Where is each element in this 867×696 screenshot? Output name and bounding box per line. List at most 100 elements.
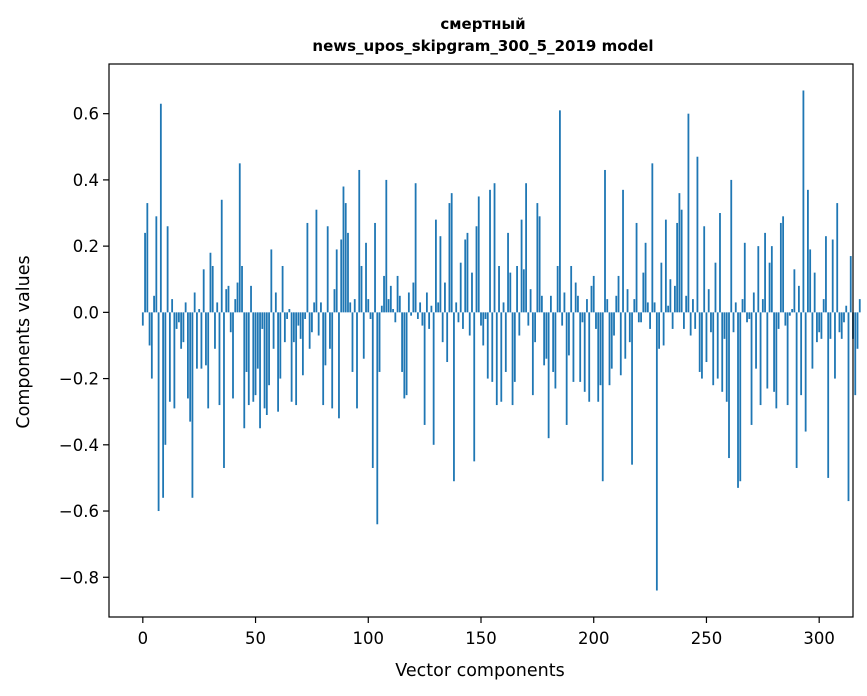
bar-169 — [522, 269, 525, 313]
bar-147 — [473, 312, 476, 462]
bar-300 — [818, 312, 821, 333]
bar-117 — [405, 312, 408, 396]
bar-86 — [335, 249, 338, 313]
bar-145 — [468, 312, 471, 336]
bar-104 — [376, 312, 379, 525]
bar-206 — [606, 299, 609, 313]
bar-272 — [755, 312, 757, 369]
bar-289 — [793, 269, 796, 313]
bar-262 — [732, 312, 735, 333]
y-tick-label: 0.4 — [73, 171, 99, 190]
y-axis: 0.6 0.4 0.2 0.0 −0.2 −0.4 −0.6 −0.8 — [59, 105, 109, 587]
bar-30 — [209, 252, 212, 313]
bar-223 — [644, 242, 647, 313]
x-axis-label: Vector components — [395, 661, 564, 681]
bar-253 — [712, 312, 715, 386]
bar-29 — [207, 312, 210, 409]
bar-216 — [628, 312, 631, 343]
x-tick-label: 200 — [578, 629, 610, 648]
bar-247 — [698, 312, 701, 372]
bar-101 — [369, 312, 372, 319]
bar-308 — [836, 203, 839, 313]
bar-2 — [146, 203, 149, 313]
bar-279 — [770, 246, 773, 313]
bar-264 — [737, 312, 739, 488]
y-tick-label: 0.6 — [73, 105, 99, 124]
bar-81 — [324, 312, 327, 366]
bar-304 — [827, 312, 830, 478]
bar-186 — [561, 312, 564, 326]
bar-288 — [791, 309, 794, 313]
bar-11 — [166, 226, 169, 313]
bar-166 — [516, 265, 518, 313]
chart-title: смертный — [440, 15, 525, 33]
bar-160 — [502, 302, 505, 313]
bar-202 — [597, 312, 600, 402]
bar-129 — [432, 312, 435, 445]
bar-248 — [701, 312, 703, 379]
bar-42 — [236, 282, 239, 313]
bar-110 — [389, 285, 392, 313]
x-tick-label: 150 — [465, 629, 497, 648]
bar-38 — [227, 285, 230, 313]
bar-299 — [816, 312, 818, 343]
y-tick-label: −0.6 — [59, 502, 99, 521]
bar-180 — [547, 312, 550, 439]
bar-133 — [441, 312, 444, 343]
bar-318 — [858, 299, 861, 313]
bar-76 — [313, 302, 316, 313]
bar-126 — [425, 292, 428, 313]
bar-143 — [464, 239, 467, 313]
bar-16 — [177, 312, 180, 323]
bar-210 — [615, 295, 618, 313]
bar-314 — [849, 256, 852, 313]
x-axis: 0 50 100 150 200 250 300 — [138, 617, 835, 648]
bar-230 — [660, 262, 663, 313]
bar-194 — [579, 312, 582, 382]
bar-137 — [450, 193, 453, 313]
bar-229 — [658, 312, 661, 349]
bar-168 — [520, 219, 523, 313]
bar-183 — [554, 312, 557, 389]
bar-182 — [552, 312, 555, 372]
bar-132 — [439, 236, 442, 313]
bar-103 — [374, 222, 376, 313]
bar-250 — [705, 312, 708, 363]
bar-212 — [619, 312, 622, 376]
bar-66 — [290, 312, 293, 402]
y-tick-label: −0.2 — [59, 370, 99, 389]
bar-135 — [446, 312, 449, 363]
bar-6 — [155, 216, 158, 313]
bar-266 — [741, 299, 744, 313]
bar-179 — [545, 312, 548, 359]
bar-298 — [813, 272, 816, 313]
bar-172 — [529, 289, 532, 313]
bar-75 — [311, 312, 313, 333]
bar-154 — [489, 189, 491, 313]
bar-277 — [766, 312, 769, 389]
bar-73 — [306, 222, 309, 313]
bar-34 — [218, 312, 221, 406]
bar-68 — [295, 312, 298, 406]
bar-227 — [653, 302, 656, 313]
bar-151 — [482, 312, 485, 346]
bar-238 — [678, 193, 681, 313]
bar-228 — [655, 312, 658, 591]
bar-244 — [692, 299, 694, 313]
bar-207 — [608, 312, 611, 386]
bar-56 — [268, 312, 270, 386]
bar-201 — [595, 312, 597, 329]
bar-36 — [223, 312, 225, 468]
bar-287 — [788, 312, 791, 316]
bar-240 — [683, 312, 685, 329]
bar-254 — [714, 262, 717, 313]
bar-265 — [739, 312, 742, 482]
bar-307 — [834, 312, 836, 379]
bar-231 — [662, 312, 665, 346]
bar-35 — [220, 199, 223, 313]
bar-130 — [435, 219, 437, 313]
bar-285 — [784, 312, 787, 326]
bar-242 — [687, 113, 690, 313]
bar-196 — [583, 312, 586, 392]
bar-219 — [635, 222, 638, 313]
